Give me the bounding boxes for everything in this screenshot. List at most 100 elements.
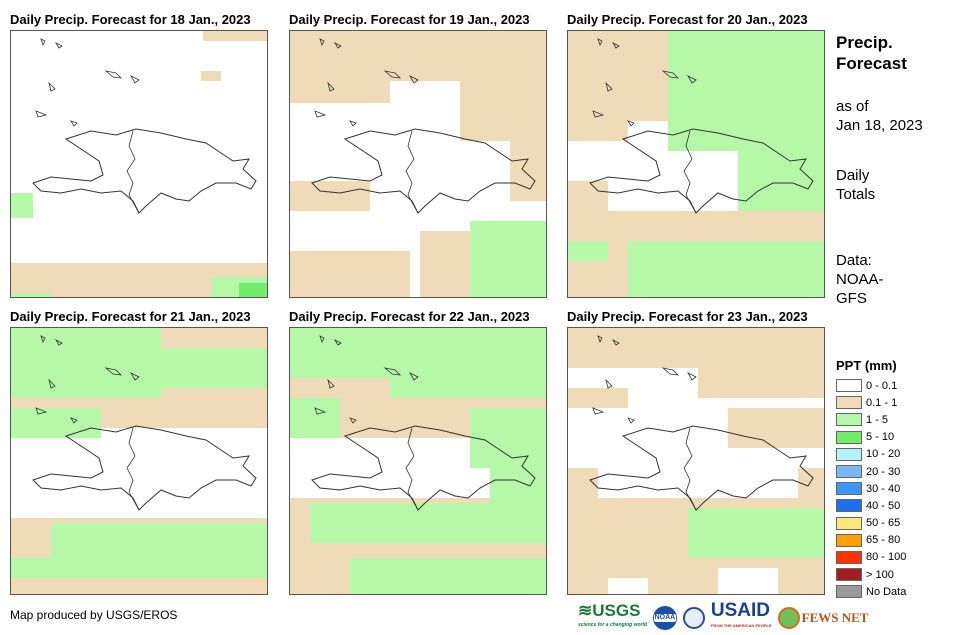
legend-swatch <box>836 465 862 479</box>
forecast-map-2 <box>289 30 547 298</box>
legend-label: 0.1 - 1 <box>866 396 898 409</box>
legend-item: 5 - 10 <box>836 429 906 446</box>
legend-swatch <box>836 447 862 461</box>
precip-area <box>798 468 824 498</box>
logos: ≋USGS science for a changing world NOAA U… <box>578 601 868 633</box>
legend-swatch <box>836 550 862 564</box>
forecast-map-4 <box>10 327 268 595</box>
border-line <box>683 130 697 214</box>
precip-area <box>239 283 267 297</box>
precip-area <box>350 558 546 594</box>
totals-label: Totals <box>836 186 876 203</box>
islands <box>592 335 697 424</box>
forecast-map-3 <box>567 30 825 298</box>
precip-area <box>490 448 546 508</box>
forecast-map-1 <box>10 30 268 298</box>
data-source-2: GFS <box>836 290 867 307</box>
islands <box>314 38 419 127</box>
legend-item: 80 - 100 <box>836 549 906 566</box>
noaa-logo-text: NOAA <box>653 614 677 622</box>
legend-item: 0.1 - 1 <box>836 394 906 411</box>
legend-label: 5 - 10 <box>866 431 895 444</box>
legend-label: > 100 <box>866 568 894 581</box>
legend-title: PPT (mm) <box>836 358 897 373</box>
legend-item: 65 - 80 <box>836 532 906 549</box>
precip-area <box>568 111 628 141</box>
border-line <box>405 130 419 214</box>
panel-title: Daily Precip. Forecast for 22 Jan., 2023 <box>289 309 530 324</box>
legend-label: 50 - 65 <box>866 517 901 530</box>
legend-swatch <box>836 568 862 582</box>
usgs-logo: ≋USGS science for a changing world <box>578 601 647 633</box>
precip-area <box>310 503 546 543</box>
precip-area <box>608 578 648 594</box>
precip-area <box>51 523 267 578</box>
legend-swatch <box>836 533 862 547</box>
legend-swatch <box>836 516 862 530</box>
usaid-logo: USAID FROM THE AMERICAN PEOPLE <box>711 601 772 633</box>
as-of-date: as of Jan 18, 2023 <box>836 97 923 135</box>
precip-area <box>768 121 824 201</box>
coastline <box>311 128 536 214</box>
coastline <box>32 425 257 511</box>
data-source: Data: NOAA- GFS <box>836 251 884 308</box>
legend-swatch <box>836 499 862 513</box>
forecast-map-5 <box>289 327 547 595</box>
legend-label: 20 - 30 <box>866 465 901 478</box>
legend: PPT (mm) 0 - 0.1 0.1 - 1 1 - 5 5 - 10 10 - 2… <box>836 358 906 600</box>
precip-area <box>203 31 267 41</box>
coastline <box>589 425 814 511</box>
legend-item: 10 - 20 <box>836 446 906 463</box>
fews-net-logo: FEWS NET <box>777 607 868 629</box>
precip-area <box>71 348 267 388</box>
legend-label: 10 - 20 <box>866 448 901 461</box>
legend-label: 40 - 50 <box>866 499 901 512</box>
legend-label: 1 - 5 <box>866 413 889 426</box>
precip-area <box>718 568 778 594</box>
usaid-seal-icon <box>682 607 705 629</box>
legend-label: 30 - 40 <box>866 482 901 495</box>
legend-swatch <box>836 413 862 427</box>
precip-area <box>470 221 546 297</box>
side-title-line1: Precip. <box>836 33 893 52</box>
islands <box>592 38 697 127</box>
precip-area <box>510 171 546 201</box>
precip-area <box>11 558 51 578</box>
precip-area <box>290 251 410 297</box>
precip-area <box>628 241 824 297</box>
legend-label: 65 - 80 <box>866 534 901 547</box>
panel-title: Daily Precip. Forecast for 20 Jan., 2023 <box>567 12 808 27</box>
panel-title: Daily Precip. Forecast for 18 Jan., 2023 <box>10 12 251 27</box>
border-line <box>683 427 697 511</box>
as-of-label: as of <box>836 98 869 115</box>
legend-swatch <box>836 482 862 496</box>
panel-title: Daily Precip. Forecast for 21 Jan., 2023 <box>10 309 251 324</box>
forecast-map-6 <box>567 327 825 595</box>
coastline <box>589 128 814 214</box>
side-title: Precip. Forecast <box>836 32 907 74</box>
legend-item: 40 - 50 <box>836 497 906 514</box>
panel-title: Daily Precip. Forecast for 19 Jan., 2023 <box>289 12 530 27</box>
usgs-logo-text: USGS <box>592 601 641 620</box>
precip-area <box>698 328 824 398</box>
precip-area <box>290 398 340 438</box>
legend-swatch <box>836 585 862 599</box>
border-line <box>126 130 140 214</box>
border-line <box>405 427 419 511</box>
legend-item: 0 - 0.1 <box>836 377 906 394</box>
data-source-1: NOAA- <box>836 271 884 288</box>
legend-item: 30 - 40 <box>836 480 906 497</box>
precip-area <box>728 408 824 448</box>
data-label: Data: <box>836 252 872 269</box>
legend-item: No Data <box>836 583 906 600</box>
precip-area <box>390 358 546 398</box>
precip-area <box>11 408 101 438</box>
usgs-tagline: science for a changing world <box>578 622 647 628</box>
daily-totals: Daily Totals <box>836 166 875 204</box>
precip-area <box>688 508 824 558</box>
precip-area <box>201 71 221 81</box>
legend-item: 20 - 30 <box>836 463 906 480</box>
daily-label: Daily <box>836 167 870 184</box>
legend-item: > 100 <box>836 566 906 583</box>
precip-area <box>568 241 608 261</box>
